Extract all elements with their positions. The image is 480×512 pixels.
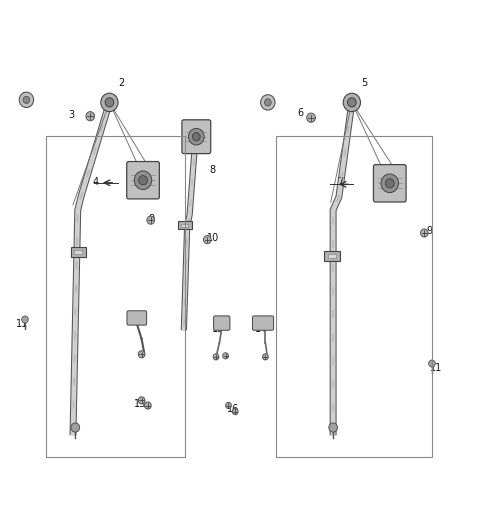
Bar <box>324 251 340 261</box>
Circle shape <box>232 409 238 415</box>
Bar <box>74 250 82 254</box>
Circle shape <box>226 402 231 409</box>
Circle shape <box>101 93 118 112</box>
Bar <box>276 136 432 457</box>
Bar <box>46 136 185 457</box>
Text: 15: 15 <box>134 399 146 410</box>
Circle shape <box>261 95 275 110</box>
Text: 8: 8 <box>210 165 216 175</box>
Text: 2: 2 <box>118 78 124 88</box>
FancyBboxPatch shape <box>182 120 211 154</box>
Circle shape <box>138 397 145 404</box>
Text: 5: 5 <box>360 78 367 88</box>
Text: 12: 12 <box>129 312 142 323</box>
Circle shape <box>105 98 114 107</box>
Circle shape <box>19 92 34 108</box>
Text: 7: 7 <box>337 177 344 187</box>
FancyBboxPatch shape <box>127 311 146 325</box>
Circle shape <box>348 98 356 107</box>
Circle shape <box>429 360 435 367</box>
Bar <box>181 224 188 227</box>
FancyBboxPatch shape <box>214 316 230 330</box>
Circle shape <box>381 174 398 193</box>
FancyBboxPatch shape <box>252 316 274 330</box>
FancyBboxPatch shape <box>373 164 406 202</box>
Circle shape <box>329 423 337 432</box>
Bar <box>178 221 192 229</box>
Circle shape <box>263 354 268 360</box>
Circle shape <box>223 353 228 359</box>
Text: 16: 16 <box>227 403 239 414</box>
Bar <box>71 247 86 257</box>
Text: 6: 6 <box>297 108 303 118</box>
Text: 3: 3 <box>68 110 74 120</box>
Text: 1: 1 <box>22 92 28 102</box>
Circle shape <box>139 176 147 185</box>
Circle shape <box>138 351 145 358</box>
Circle shape <box>385 179 394 188</box>
Text: 9: 9 <box>427 226 432 237</box>
Text: 10: 10 <box>206 233 219 243</box>
Circle shape <box>189 129 204 145</box>
Circle shape <box>343 93 360 112</box>
Circle shape <box>134 171 152 189</box>
Circle shape <box>144 402 151 409</box>
Circle shape <box>420 229 428 237</box>
Circle shape <box>22 316 28 323</box>
Circle shape <box>307 113 315 122</box>
Circle shape <box>86 112 95 121</box>
Circle shape <box>204 236 211 244</box>
Circle shape <box>71 423 80 432</box>
Text: 13: 13 <box>212 324 225 334</box>
Text: 9: 9 <box>149 214 155 224</box>
FancyBboxPatch shape <box>127 161 159 199</box>
Text: 11: 11 <box>16 318 28 329</box>
Circle shape <box>192 133 200 141</box>
Text: 14: 14 <box>254 324 267 334</box>
Bar <box>328 254 336 258</box>
Circle shape <box>264 99 271 106</box>
Circle shape <box>213 354 219 360</box>
Circle shape <box>147 216 155 224</box>
Circle shape <box>23 96 30 103</box>
Text: 11: 11 <box>430 362 442 373</box>
Text: 4: 4 <box>93 177 99 187</box>
